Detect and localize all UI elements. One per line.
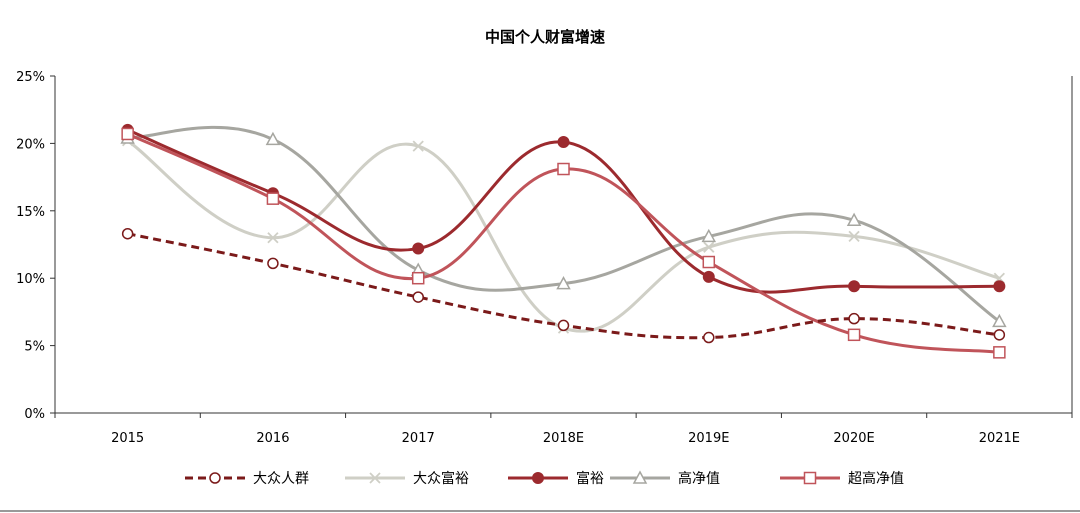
legend-item: 富裕	[508, 470, 604, 487]
data-point	[848, 230, 860, 243]
series-line	[127, 128, 1000, 294]
data-point	[992, 313, 1007, 328]
x-tick-label: 2015	[111, 431, 144, 446]
data-point	[848, 280, 861, 293]
data-point	[702, 255, 716, 269]
data-point	[703, 241, 715, 253]
x-axis-ticks: 2015 2016 2017 2018E 2019E 2020E 2021E	[54, 413, 1073, 446]
data-point	[121, 227, 134, 240]
y-tick-label: 20%	[16, 137, 45, 152]
data-point	[121, 127, 134, 141]
data-point	[703, 331, 715, 344]
legend-item: 超高净值	[780, 470, 904, 487]
data-point	[556, 276, 571, 290]
data-point	[702, 270, 715, 283]
series-4	[120, 125, 1007, 328]
y-tick-label: 0%	[24, 407, 45, 422]
legend: 大众人群 大众富裕 富裕 高净值 超高净值	[185, 470, 904, 487]
x-tick-label: 2019E	[688, 431, 729, 446]
legend-item: 大众人群	[185, 471, 309, 487]
data-point	[557, 162, 570, 176]
y-tick-label: 15%	[16, 205, 45, 220]
legend-label: 富裕	[576, 470, 604, 487]
legend-label: 大众人群	[253, 471, 309, 487]
data-point	[993, 280, 1006, 293]
legend-marker	[803, 471, 817, 485]
x-tick-label: 2016	[256, 431, 289, 446]
series-3	[121, 123, 1006, 294]
x-tick-label: 2020E	[833, 431, 874, 446]
data-point	[411, 271, 425, 285]
data-point	[557, 319, 570, 332]
data-point	[412, 291, 424, 303]
y-tick-label: 5%	[24, 340, 45, 355]
legend-item: 高净值	[610, 470, 720, 487]
y-tick-label: 10%	[16, 272, 45, 287]
data-point	[701, 228, 717, 243]
x-tick-label: 2021E	[979, 431, 1020, 446]
y-tick-label: 25%	[16, 70, 45, 85]
y-axis-ticks: 0% 5% 10% 15% 20% 25%	[16, 70, 55, 422]
series-1	[121, 227, 1006, 344]
data-point	[848, 312, 860, 325]
legend-label: 大众富裕	[413, 470, 469, 487]
legend-label: 超高净值	[848, 470, 904, 487]
series-5	[121, 127, 1006, 359]
legend-marker	[369, 472, 381, 484]
chart-title: 中国个人财富增速	[485, 28, 605, 46]
legend-marker	[632, 470, 648, 484]
data-point	[557, 136, 570, 149]
data-point	[846, 212, 862, 226]
data-point	[265, 131, 281, 146]
legend-marker	[209, 472, 221, 484]
data-point	[266, 192, 280, 205]
data-point	[993, 329, 1006, 341]
series-line	[127, 125, 1001, 323]
data-point	[267, 232, 279, 244]
series-layer	[120, 123, 1007, 359]
x-tick-label: 2018E	[543, 431, 584, 446]
data-point	[267, 257, 279, 270]
legend-marker	[532, 472, 544, 484]
data-point	[847, 328, 861, 342]
legend-item: 大众富裕	[345, 470, 469, 487]
data-point	[993, 346, 1006, 359]
legend-label: 高净值	[678, 470, 720, 487]
data-point	[412, 242, 425, 255]
data-point	[412, 140, 424, 152]
x-tick-label: 2017	[402, 431, 435, 446]
series-2	[122, 135, 1005, 334]
